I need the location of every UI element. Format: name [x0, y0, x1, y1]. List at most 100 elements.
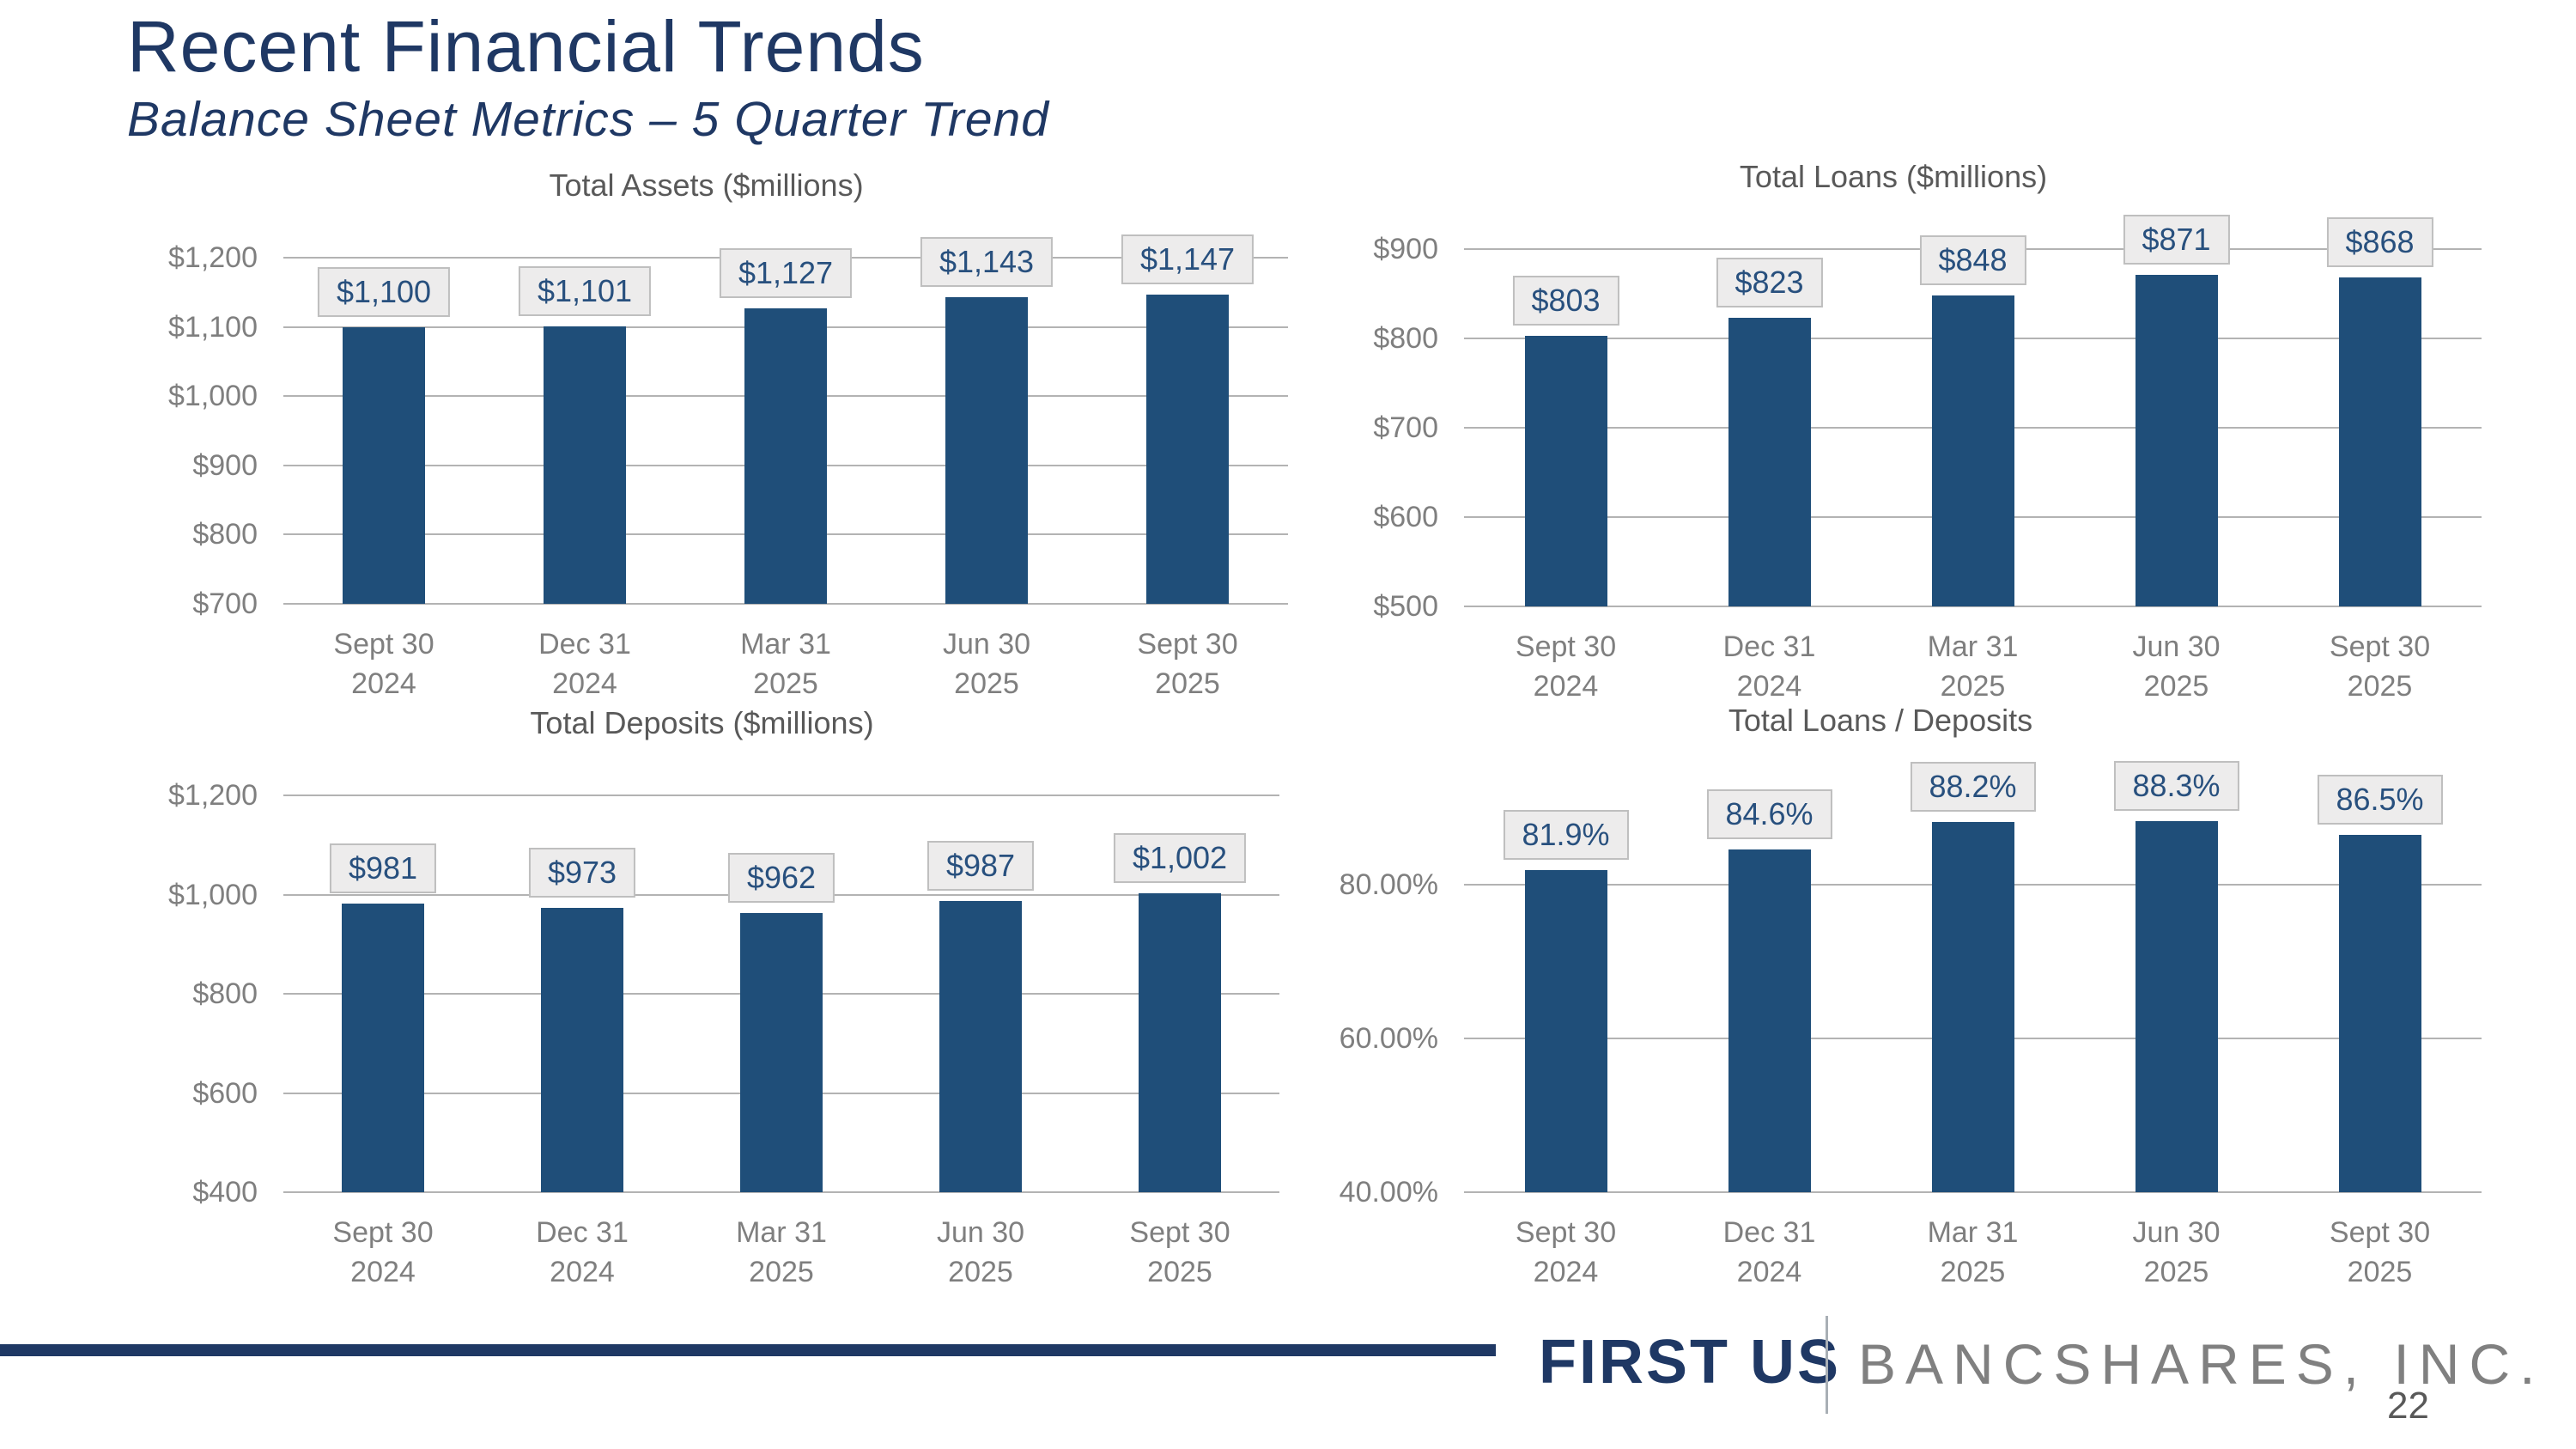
y-tick-label: $600 — [192, 1076, 258, 1110]
y-tick-label: 80.00% — [1339, 868, 1438, 902]
data-label: $823 — [1716, 258, 1823, 308]
x-tick-label: Mar 31 2025 — [736, 1216, 827, 1288]
chart-title: Total Loans ($millions) — [1739, 159, 2048, 194]
y-tick-label: $800 — [192, 977, 258, 1010]
chart-total-assets: Total Assets ($millions) $700 $800 $900 $1,0… — [125, 167, 1288, 715]
data-label: $1,143 — [920, 236, 1054, 287]
logo-first-us: FIRST US — [1539, 1328, 1842, 1397]
gridline — [1464, 606, 2482, 607]
bar — [1728, 318, 1811, 606]
x-tick-label: Mar 31 2025 — [1927, 1216, 2019, 1288]
gridline — [283, 795, 1279, 796]
gridline — [283, 1191, 1279, 1193]
bar — [740, 913, 823, 1192]
data-label: 84.6% — [1706, 789, 1832, 840]
chart-loans-to-deposits-ratio: Total Loans / Deposits 40.00% 60.00% 80.00%… — [1279, 703, 2482, 1304]
chart-title: Total Deposits ($millions) — [530, 705, 874, 740]
y-tick-label: $1,100 — [168, 310, 258, 344]
y-tick-label: 40.00% — [1339, 1176, 1438, 1209]
x-tick-label: Jun 30 2025 — [2132, 630, 2221, 703]
y-tick-label: $900 — [192, 448, 258, 482]
bar — [2135, 821, 2218, 1192]
data-label: $1,100 — [317, 266, 451, 317]
data-label: 81.9% — [1503, 810, 1629, 861]
plot-area: $500 $600 $700 $800 $900 $803 Sept 30 2024 $823 D… — [1373, 215, 2482, 703]
bar — [939, 901, 1022, 1192]
data-label: $848 — [1919, 235, 2026, 286]
plot-area: 40.00% 60.00% 80.00% 81.9% Sept 30 2024 84.6% D… — [1340, 761, 2482, 1288]
bar — [1524, 335, 1607, 606]
bar — [1139, 893, 1221, 1192]
gridline — [1464, 1191, 2482, 1193]
x-tick-label: Sept 30 2024 — [1515, 630, 1617, 703]
data-label: $1,002 — [1113, 833, 1247, 884]
bar — [342, 904, 424, 1192]
data-label: 88.2% — [1910, 761, 2036, 812]
chart-total-deposits: Total Deposits ($millions) $400 $600 $800 $1… — [125, 705, 1279, 1304]
y-tick-label: $700 — [192, 588, 258, 620]
data-label: $1,147 — [1121, 234, 1255, 284]
data-label: $973 — [528, 848, 636, 898]
bar — [544, 326, 626, 604]
y-tick-label: $600 — [1373, 501, 1438, 533]
data-label: $962 — [727, 853, 835, 904]
logo-divider — [1826, 1316, 1828, 1414]
bar — [343, 326, 425, 604]
logo-bancshares: BANCSHARES, INC. — [1858, 1332, 2545, 1396]
bar — [1728, 849, 1811, 1192]
x-tick-label: Sept 30 2025 — [2329, 1216, 2431, 1288]
data-label: $1,101 — [518, 265, 652, 316]
page-subtitle: Balance Sheet Metrics – 5 Quarter Trend — [127, 92, 1049, 147]
x-tick-label: Dec 31 2024 — [1722, 1216, 1816, 1288]
y-tick-label: $1,000 — [168, 380, 258, 413]
bar — [2135, 275, 2218, 606]
bar — [744, 307, 827, 604]
y-tick-label: $1,200 — [168, 241, 258, 274]
x-tick-label: Sept 30 2025 — [2329, 630, 2431, 703]
x-tick-label: Mar 31 2025 — [740, 628, 831, 700]
data-label: $868 — [2326, 217, 2433, 268]
chart-title: Total Loans / Deposits — [1728, 703, 2033, 738]
x-tick-label: Jun 30 2025 — [2132, 1216, 2221, 1288]
x-tick-label: Sept 30 2024 — [333, 628, 434, 700]
footer-rule — [0, 1344, 1496, 1356]
y-tick-label: $500 — [1373, 590, 1438, 623]
bar — [1931, 821, 2014, 1192]
x-tick-label: Dec 31 2024 — [1722, 630, 1816, 703]
data-label: 88.3% — [2113, 761, 2239, 812]
x-tick-label: Dec 31 2024 — [538, 628, 631, 700]
data-label: $981 — [329, 843, 437, 894]
data-label: $803 — [1512, 275, 1619, 326]
y-tick-label: $700 — [1373, 411, 1438, 444]
y-tick-label: $900 — [1373, 233, 1438, 265]
bar — [1524, 870, 1607, 1192]
data-label: $1,127 — [719, 247, 853, 298]
bar — [945, 296, 1028, 604]
chart-title: Total Assets ($millions) — [549, 167, 864, 203]
page-title: Recent Financial Trends — [127, 6, 925, 87]
chart-total-loans: Total Loans ($millions) $500 $600 $700 $800 $… — [1305, 159, 2482, 718]
y-tick-label: $800 — [1373, 322, 1438, 355]
bar — [1146, 294, 1229, 604]
x-tick-label: Sept 30 2024 — [1515, 1216, 1617, 1288]
plot-area: $400 $600 $800 $1,000 $1,200 $981 Sept 30 2024 $… — [168, 779, 1279, 1288]
x-tick-label: Jun 30 2025 — [936, 1216, 1025, 1288]
x-tick-label: Sept 30 2025 — [1129, 1216, 1230, 1288]
x-tick-label: Jun 30 2025 — [942, 628, 1031, 700]
bar — [2338, 835, 2421, 1192]
data-label: $871 — [2123, 215, 2230, 265]
x-tick-label: Sept 30 2025 — [1137, 628, 1238, 700]
bar — [2338, 277, 2421, 606]
y-tick-label: $800 — [192, 518, 258, 551]
bar — [1931, 295, 2014, 606]
page-number: 22 — [2387, 1385, 2429, 1427]
y-tick-label: 60.00% — [1339, 1022, 1438, 1056]
data-label: $987 — [927, 841, 1035, 892]
x-tick-label: Sept 30 2024 — [332, 1216, 434, 1288]
data-label: 86.5% — [2317, 775, 2443, 825]
y-tick-label: $1,000 — [168, 878, 258, 911]
y-tick-label: $1,200 — [168, 779, 258, 812]
gridline — [283, 603, 1288, 605]
y-tick-label: $400 — [192, 1176, 258, 1209]
